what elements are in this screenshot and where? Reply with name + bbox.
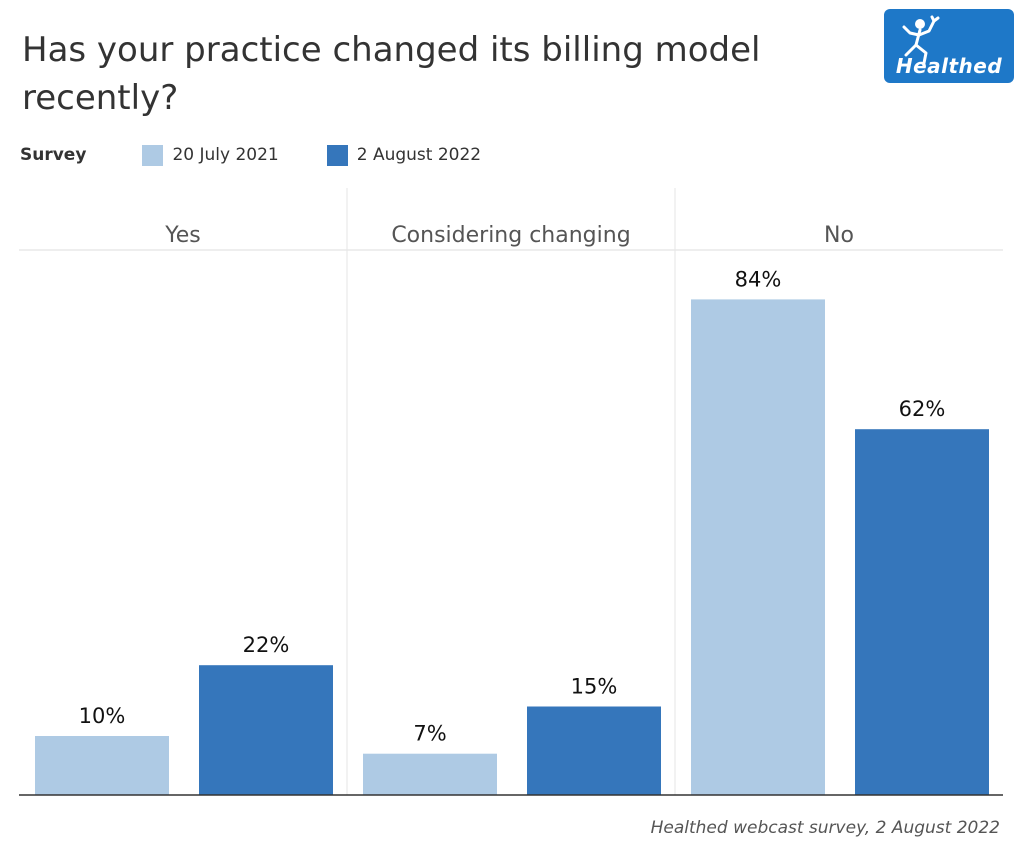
data-label: 15% — [571, 675, 618, 699]
legend-swatch-2022 — [326, 144, 348, 166]
legend: Survey 20 July 2021 2 August 2022 — [20, 143, 529, 167]
source-note: Healthed webcast survey, 2 August 2022 — [650, 818, 1000, 838]
bar — [691, 299, 825, 795]
bar — [527, 706, 661, 795]
data-label: 22% — [243, 633, 290, 657]
legend-label-2021: 20 July 2021 — [172, 145, 279, 165]
category-label: No — [824, 223, 854, 248]
data-label: 10% — [79, 704, 126, 728]
data-label: 62% — [899, 397, 946, 421]
legend-item-2022[interactable]: 2 August 2022 — [326, 144, 482, 166]
data-label: 7% — [413, 722, 446, 746]
category-label: Yes — [164, 223, 201, 248]
legend-item-2021[interactable]: 20 July 2021 — [142, 144, 279, 166]
legend-title: Survey — [20, 145, 87, 165]
running-figure-icon — [902, 15, 940, 65]
healthed-logo: Healthed — [884, 9, 1014, 83]
bar — [199, 665, 333, 795]
category-label: Considering changing — [391, 223, 630, 248]
logo-wordmark: Healthed — [895, 54, 1003, 78]
data-label: 84% — [735, 267, 782, 291]
chart-title: Has your practice changed its billing mo… — [22, 30, 761, 118]
legend-label-2022: 2 August 2022 — [356, 145, 482, 165]
bar — [855, 429, 989, 795]
legend-swatch-2021 — [142, 144, 164, 166]
bar — [363, 753, 497, 795]
bar — [35, 736, 169, 795]
